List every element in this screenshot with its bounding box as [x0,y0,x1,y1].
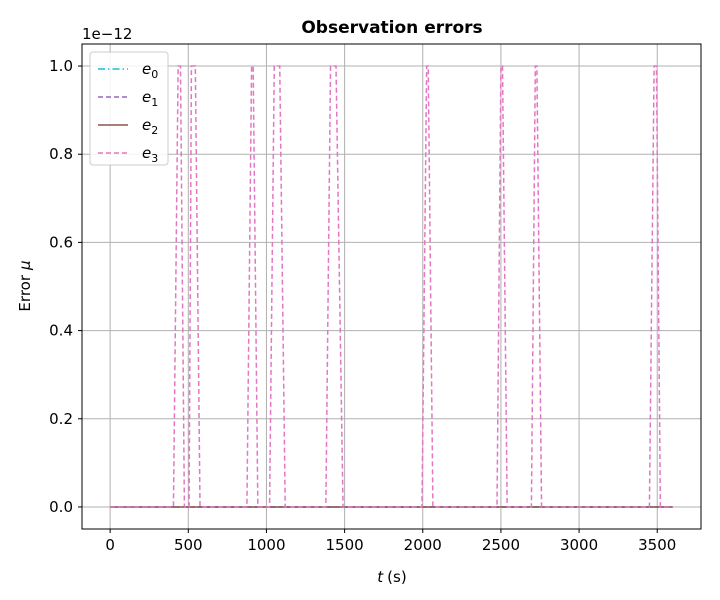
y-tick-label: 0.4 [49,322,73,340]
legend-label-e0: e0 [142,60,158,81]
chart-title: Observation errors [301,18,482,38]
y-tick-label: 0.8 [49,145,73,163]
legend-label-e1: e1 [142,88,158,109]
y-tick-label: 0.0 [49,498,73,516]
x-axis-title-var: t [377,568,384,586]
x-tick-label: 0 [105,536,115,554]
x-tick-label: 1500 [326,536,364,554]
y-tick-label: 0.2 [49,410,73,428]
series-lines [110,65,673,508]
legend-box [89,51,169,166]
x-axis-title-unit: (s) [387,568,407,586]
y-offset-text: 1e−12 [82,25,132,43]
legend-label-e3: e3 [142,144,158,165]
y-axis-title-symbol: μ [16,260,34,271]
x-tick-label: 3500 [638,536,676,554]
axis-ticks: 0 500 1000 1500 2000 2500 3000 3500 0.0 0.2 0.4 0.6… [49,57,676,554]
legend: e0 e1 e2 e3 [89,51,169,166]
plot-frame [81,43,702,530]
x-tick-label: 1000 [247,536,285,554]
y-tick-label: 0.6 [49,233,73,251]
y-tick-label: 1.0 [49,57,73,75]
x-axis-title: t (s) [377,568,406,586]
series-line-e3 [110,65,673,508]
legend-label-e2: e2 [142,116,158,137]
x-tick-label: 500 [174,536,203,554]
y-axis-title-label: Error [16,274,34,311]
x-tick-label: 3000 [560,536,598,554]
y-axis-title: Error μ [16,260,34,311]
x-tick-label: 2000 [404,536,442,554]
x-tick-label: 2500 [482,536,520,554]
